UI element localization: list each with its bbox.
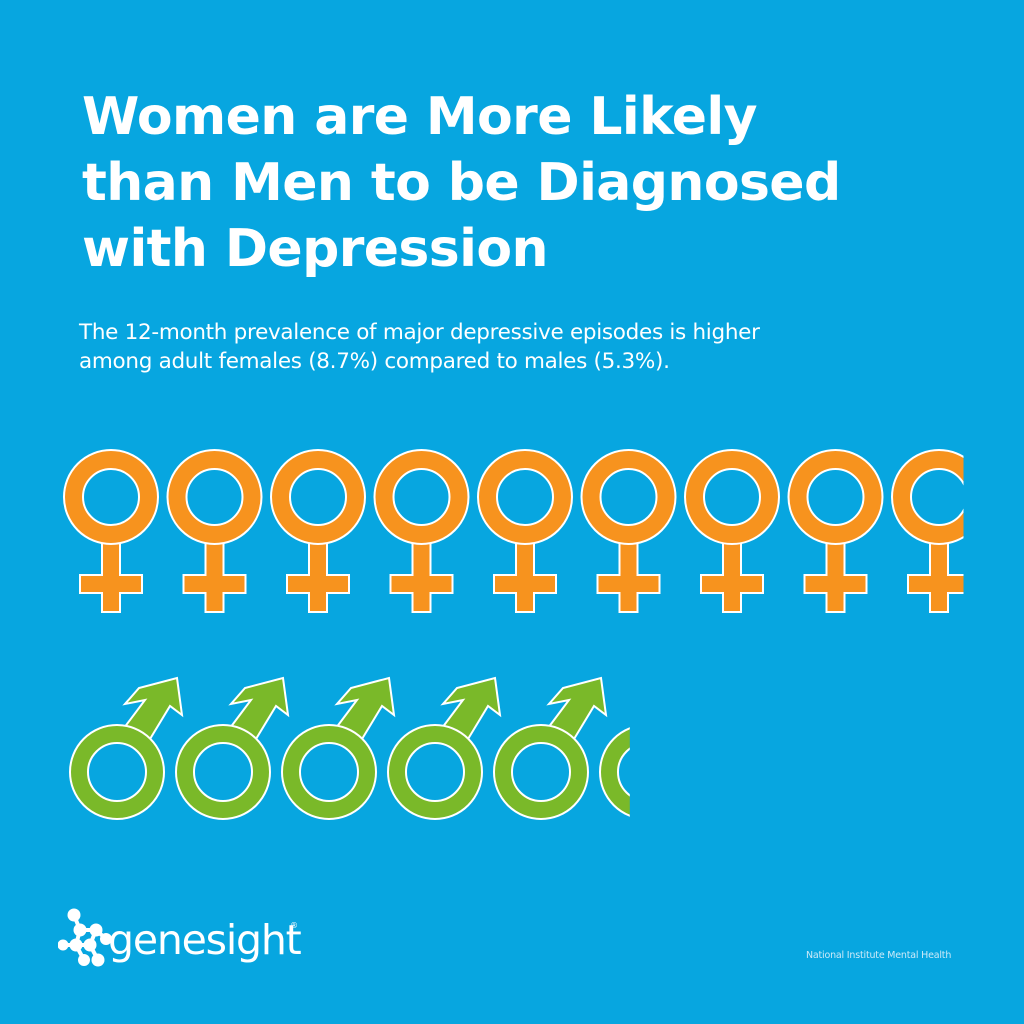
title-line-1: Women are More Likely xyxy=(82,87,758,147)
male-symbol-icon xyxy=(174,676,290,820)
male-pictograph-row xyxy=(68,676,630,820)
subtitle: The 12-month prevalence of major depress… xyxy=(79,318,959,376)
female-symbol-icon xyxy=(62,449,160,613)
subtitle-line-1: The 12-month prevalence of major depress… xyxy=(79,320,760,345)
subtitle-line-2: among adult females (8.7%) compared to m… xyxy=(79,349,670,374)
molecule-dots-icon xyxy=(58,908,112,967)
title-line-3: with Depression xyxy=(82,219,548,279)
title-line-2: than Men to be Diagnosed xyxy=(82,153,841,213)
page-title: Women are More Likely than Men to be Dia… xyxy=(82,84,962,282)
male-symbol-icon xyxy=(68,676,184,820)
female-pictograph-row xyxy=(62,449,964,613)
source-credit: National Institute Mental Health xyxy=(806,950,952,961)
female-symbol-icon xyxy=(787,449,884,613)
female-symbol-icon xyxy=(373,449,470,613)
genesight-logo: genesight ® xyxy=(58,905,318,975)
male-symbol-icon xyxy=(598,727,630,817)
female-symbol-icon xyxy=(580,449,677,613)
female-symbol-icon xyxy=(166,449,263,613)
logo-text: genesight xyxy=(108,916,302,964)
female-symbol-icon xyxy=(890,449,964,613)
male-symbol-icon xyxy=(280,676,396,820)
female-symbol-icon xyxy=(683,449,781,613)
male-symbol-icon xyxy=(492,676,608,820)
female-symbol-icon xyxy=(269,449,367,613)
male-symbol-icon xyxy=(386,676,502,820)
registered-mark: ® xyxy=(290,921,298,930)
female-symbol-icon xyxy=(476,449,574,613)
